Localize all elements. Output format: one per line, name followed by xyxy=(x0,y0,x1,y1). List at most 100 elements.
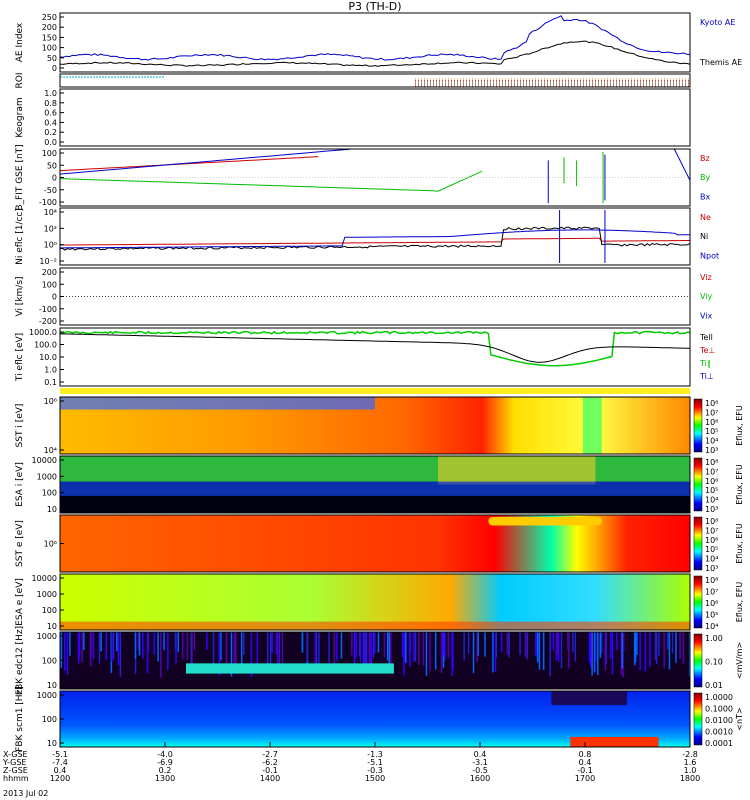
colorbar-sst_e xyxy=(693,516,703,571)
panel-ni: Ni eflc [1/cc] 10⁴ 10² 10⁰ 10⁻² Ne Ni Npot xyxy=(15,207,719,266)
legend-ti-3: Ti∥ xyxy=(699,359,711,368)
fbk-e-stripe-17 xyxy=(519,632,521,655)
fbk-e-stripe-88 xyxy=(555,632,558,661)
fbk-e-stripe-170 xyxy=(451,632,453,677)
fbk-e-stripe-22 xyxy=(616,632,618,650)
fbk-e-stripe-81 xyxy=(250,632,253,677)
colorbar-tick-esa_e-4: 10⁵ xyxy=(705,611,718,620)
fbk-e-stripe-39 xyxy=(542,632,545,670)
legend-ti-2: Te⊥ xyxy=(699,346,715,355)
ytick-label-ni-3: 10⁰ xyxy=(44,241,57,250)
ytick-label-ae-1: 250 xyxy=(42,13,57,22)
fbk-e-stripe-23 xyxy=(137,632,140,651)
fbk-e-stripe-134 xyxy=(536,632,539,663)
fbk-e-stripe-173 xyxy=(621,632,623,669)
xtick-label-1-7: -2.8 xyxy=(682,750,698,759)
chart-title: P3 (TH-D) xyxy=(348,0,401,13)
fbk-e-stripe-179 xyxy=(134,632,137,659)
fbk-e-stripe-113 xyxy=(81,632,83,663)
panel-frame-ni xyxy=(59,207,691,266)
fbk-e-stripe-178 xyxy=(315,632,318,665)
fbk-e-stripe-140 xyxy=(233,632,236,662)
ytick-label-esa_i-3: 100 xyxy=(42,489,57,498)
fbk-e-stripe-86 xyxy=(440,632,443,673)
ytick-label-ae-3: 150 xyxy=(42,33,57,42)
fbk-e-stripe-130 xyxy=(359,632,362,663)
ytick-label-vi-3: 0 xyxy=(52,293,57,302)
fbk-e-stripe-26 xyxy=(163,632,165,651)
colorbar-tick-sst_i-5: 10⁴ xyxy=(705,437,718,446)
colorbar-label-esa_i: Eflux, EFU xyxy=(735,464,744,505)
panel-keo: Keogram 1.00.80.60.40.20.0 xyxy=(15,88,691,147)
legend-bfit-3: Bx xyxy=(700,192,710,201)
fbk-e-stripe-62 xyxy=(77,632,80,664)
xtick-label-1-1: -5.1 xyxy=(52,750,68,759)
xtick-label-3-5: -0.5 xyxy=(472,766,488,775)
ytick-label-esa_e-1: 10000 xyxy=(32,574,57,583)
ylabel-vi: Vi [km/s] xyxy=(15,276,25,316)
fbk-e-stripe-157 xyxy=(472,632,475,674)
fbk-e-stripe-45 xyxy=(388,632,391,666)
fbk-e-stripe-43 xyxy=(655,632,658,665)
colorbar-tick-fbk_b-1: 1.0000 xyxy=(705,693,733,702)
npot-line xyxy=(60,229,690,249)
fbk-e-stripe-164 xyxy=(386,632,389,661)
colorbar-tick-sst_i-6: 10³ xyxy=(705,446,718,455)
colorbar-label-sst_i: Eflux, EFU xyxy=(735,405,744,446)
xtick-label-4-3: 1400 xyxy=(260,774,280,783)
ylabel-roi: ROI xyxy=(15,73,25,89)
ytick-label-ae-2: 200 xyxy=(42,23,57,32)
fbk-e-stripe-25 xyxy=(278,632,281,667)
fbk-e-stripe-98 xyxy=(622,632,624,678)
ytick-label-sst_i-1: 10⁶ xyxy=(44,397,57,406)
fbk-e-stripe-136 xyxy=(301,632,304,653)
fbk-e-stripe-158 xyxy=(269,632,272,672)
xtick-label-4-1: 1200 xyxy=(50,774,70,783)
legend-ae-1: Kyoto AE xyxy=(700,18,735,27)
colorbar-tick-esa_i-5: 10⁴ xyxy=(705,496,718,505)
colorbar-tick-esa_i-3: 10⁶ xyxy=(705,477,718,486)
ylabel-sst_e: SST e [eV] xyxy=(15,520,25,567)
xtick-label-4-4: 1500 xyxy=(365,774,385,783)
colorbar-tick-fbk_e-1: 1.00 xyxy=(705,634,723,643)
fbk-e-stripe-165 xyxy=(138,632,141,656)
ytick-label-esa_i-1: 10000 xyxy=(32,456,57,465)
fbk-e-stripe-112 xyxy=(218,632,221,676)
fbk-e-stripe-146 xyxy=(508,632,510,658)
fbk-e-stripe-94 xyxy=(235,632,237,668)
ytick-label-esa_e-3: 100 xyxy=(42,606,57,615)
colorbar-label-sst_e: Eflux, EFU xyxy=(735,523,744,564)
fbk-e-stripe-40 xyxy=(599,632,602,658)
fbk-e-stripe-127 xyxy=(369,632,371,673)
panel-vi: Vi [km/s] 200 100 0 -100 -200 Viz Viy Vix xyxy=(15,267,713,326)
fbk-e-stripe-89 xyxy=(663,632,665,668)
colorbar-sst_i xyxy=(693,398,703,453)
fbk-e-stripe-180 xyxy=(442,632,444,656)
fbk-e-stripe-143 xyxy=(377,632,380,653)
panel-frame-ti xyxy=(59,327,691,387)
fbk-e-stripe-34 xyxy=(447,632,450,658)
fbk-e-stripe-6 xyxy=(374,632,376,654)
fbk-e-stripe-29 xyxy=(333,632,335,672)
xaxis-row-label-3: Z-GSE xyxy=(3,766,28,775)
fbk-e-stripe-144 xyxy=(422,632,425,666)
legend-bfit-1: Bz xyxy=(700,154,710,163)
ytick-label-ti-1: 1000.0 xyxy=(29,328,57,337)
ion-mode-strip xyxy=(60,388,690,394)
fbk-e-stripe-54 xyxy=(610,632,612,659)
ylabel-ti: Ti eflc [eV] xyxy=(15,333,25,382)
fbk-e-stripe-52 xyxy=(116,632,118,652)
colorbar-tick-sst_i-3: 10⁶ xyxy=(705,418,718,427)
ti-par-line xyxy=(59,330,691,367)
panel-ti: Ti eflc [eV] 1000.0 100.0 10.0 1.0 0.1 Tell Te⊥… xyxy=(15,327,715,387)
fbk-e-stripe-47 xyxy=(605,632,608,664)
fbk-e-stripe-108 xyxy=(403,632,405,676)
fbk-e-stripe-91 xyxy=(401,632,404,657)
panel-frame-ae xyxy=(59,12,691,73)
fbk-e-stripe-118 xyxy=(318,632,320,674)
colorbar-tick-sst_e-3: 10⁶ xyxy=(705,536,718,545)
colorbar-tick-sst_e-2: 10⁷ xyxy=(705,526,718,535)
fbk-e-stripe-21 xyxy=(60,632,63,668)
fbk-e-stripe-124 xyxy=(365,632,367,669)
